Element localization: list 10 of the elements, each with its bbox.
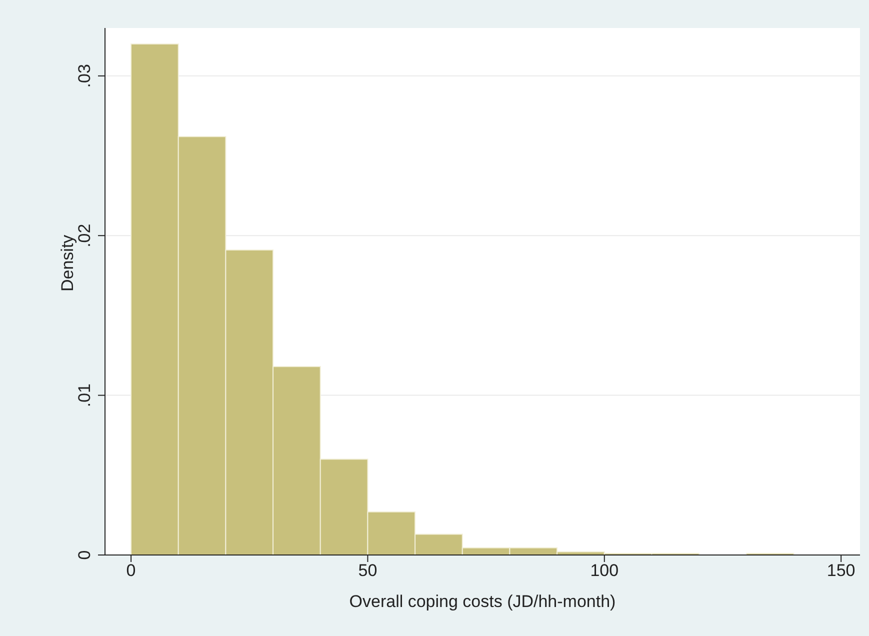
- x-tick-label: 150: [826, 561, 856, 580]
- y-tick-label: .01: [75, 383, 94, 408]
- x-tick-label: 0: [126, 561, 136, 580]
- y-tick-label: .02: [75, 224, 94, 248]
- y-tick-label: .03: [75, 64, 94, 88]
- x-tick-label: 100: [590, 561, 619, 580]
- y-axis-title: Density: [58, 234, 78, 292]
- x-axis-title: Overall coping costs (JD/hh-month): [349, 592, 616, 611]
- x-tick-label: 50: [358, 561, 378, 580]
- y-tick-label: 0: [75, 550, 94, 560]
